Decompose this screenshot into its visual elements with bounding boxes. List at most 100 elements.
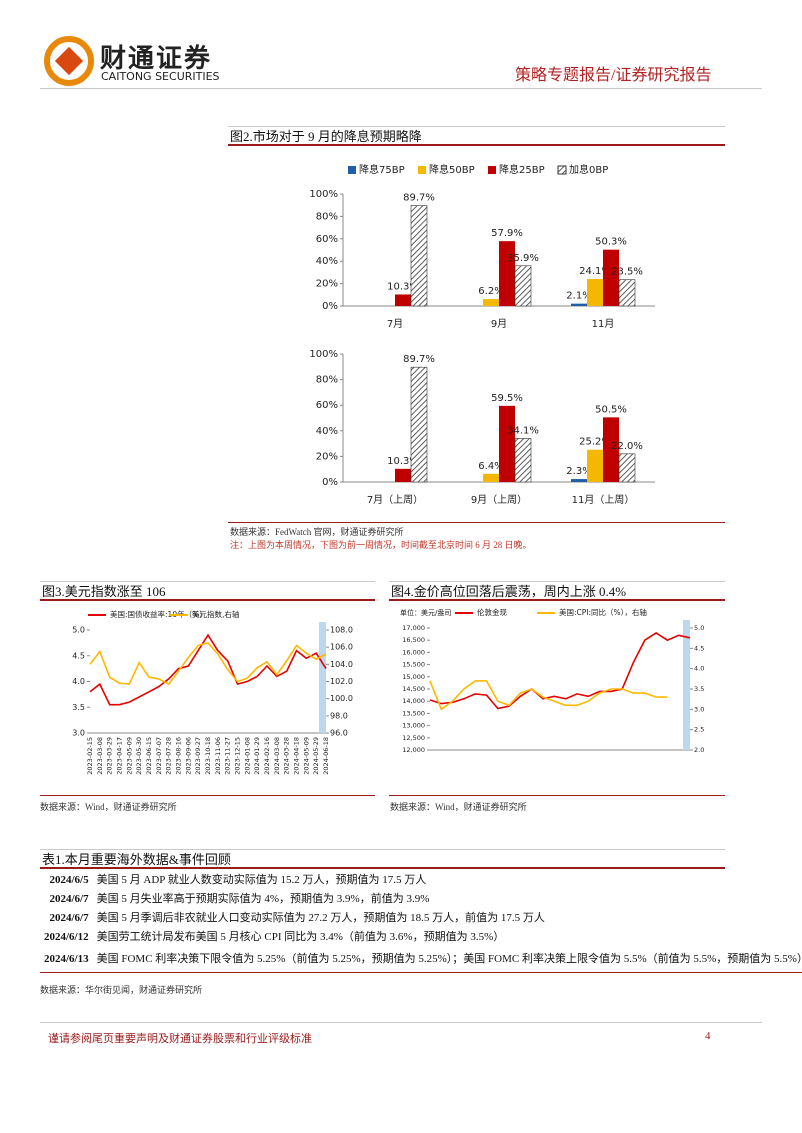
data-label: 22.0% [611, 441, 643, 452]
y-tick-label: 100% [309, 349, 338, 360]
data-label: 89.7% [403, 193, 435, 204]
bar [410, 366, 428, 483]
y-tick-label: 80% [316, 211, 338, 222]
y2-tick-label: 100.0 [330, 694, 353, 703]
y-tick-label: 15,000 [402, 673, 425, 681]
x-tick-label: 11月（上周） [572, 494, 635, 506]
x-tick-label: 2024-01-08 [243, 737, 251, 775]
legend-label: 美国:国债收益率:10年（%） [110, 609, 207, 619]
highlight-band [319, 622, 326, 733]
x-tick-label: 2023-06-15 [145, 737, 153, 775]
x-tick-label: 2023-05-09 [125, 737, 133, 775]
y-tick-label: 15,500 [402, 661, 425, 669]
logo-emblem [44, 36, 94, 86]
legend-label: 降息75BP [359, 163, 405, 176]
x-tick-label: 2023-12-15 [234, 737, 242, 775]
y2-tick-label: 2.0 [694, 746, 704, 754]
bar [395, 294, 411, 306]
x-tick-label: 2023-03-08 [96, 737, 104, 775]
table-row: 2024/6/5 美国 5 月 ADP 就业人数变动实际值为 15.2 万人，预期… [40, 870, 802, 889]
y-tick-label: 12,000 [402, 746, 425, 754]
figure-note: 注：上图为本周情况，下图为前一周情况，时间截至北京时间 6 月 28 日晚。 [230, 540, 532, 550]
bar [514, 265, 532, 307]
data-label: 89.7% [403, 354, 435, 365]
figure-source: 数据来源：Wind，财通证券研究所 [390, 802, 527, 812]
data-label: 24.1% [579, 266, 611, 277]
bar [587, 279, 603, 306]
logo-name: 财通证券 [100, 44, 213, 73]
y2-tick-label: 4.0 [694, 665, 704, 673]
data-label: 25.2% [579, 437, 611, 448]
data-label: 57.9% [491, 228, 523, 239]
table-row: 2024/6/13 美国 FOMC 利率决策下限令值为 5.25%（前值为 5.2… [40, 946, 802, 972]
x-tick-label: 2024-06-18 [322, 737, 330, 775]
y2-tick-label: 104.0 [330, 660, 353, 669]
date-cell: 2024/6/7 [49, 892, 89, 905]
date-cell: 2024/6/5 [49, 873, 89, 886]
legend-swatch [488, 166, 496, 174]
event-cell: 美国 FOMC 利率决策下限令值为 5.25%（前值为 5.25%，预期值为 5… [96, 952, 802, 965]
y-tick-label: 16,000 [402, 648, 425, 656]
data-label: 59.5% [491, 393, 523, 404]
table-title: 表1.本月重要海外数据&事件回顾 [40, 849, 725, 869]
page-number: 4 [705, 1030, 711, 1042]
table-row: 2024/6/7 美国 5 月季调后非农就业人口变动实际值为 27.2 万人，预期… [40, 908, 802, 927]
bar [514, 438, 532, 483]
figure-rule [389, 795, 725, 796]
y-tick-label: 80% [316, 375, 338, 386]
line-series [429, 680, 668, 711]
figure-title: 图2.市场对于 9 月的降息预期略降 [228, 126, 725, 146]
data-label: 10.3% [387, 456, 419, 467]
event-table: 2024/6/5 美国 5 月 ADP 就业人数变动实际值为 15.2 万人，预期… [40, 870, 802, 973]
logo-english: CAITONG SECURITIES [101, 70, 220, 83]
x-tick-label: 7月（上周） [367, 494, 423, 506]
y-tick-label: 13,000 [402, 722, 425, 730]
y2-tick-label: 96.0 [330, 729, 348, 738]
x-tick-label: 2023-05-30 [135, 737, 143, 775]
x-tick-label: 9月 [491, 318, 507, 330]
y-tick-label: 4.5 [72, 651, 85, 660]
y2-tick-label: 4.5 [694, 644, 704, 652]
line-series [429, 631, 691, 710]
legend-label: 美国:CPI:同比（%），右轴 [559, 607, 647, 617]
date-cell: 2024/6/12 [44, 930, 89, 943]
y2-tick-label: 102.0 [330, 677, 353, 686]
legend-label: 美元指数,右轴 [192, 609, 239, 619]
y-tick-label: 16,500 [402, 636, 425, 644]
y-tick-label: 60% [316, 234, 338, 245]
y-tick-label: 4.0 [72, 677, 85, 686]
x-tick-label: 2024-05-29 [312, 737, 320, 775]
figure-rule [228, 522, 725, 523]
event-cell: 美国 5 月失业率高于预期实际值为 4%，预期值为 3.9%，前值为 3.9% [96, 892, 430, 905]
legend-label: 加息0BP [569, 163, 608, 176]
bar [571, 479, 587, 482]
unit-label: 单位：美元/盎司 [400, 608, 451, 617]
footer-disclaimer: 谨请参阅尾页重要声明及财通证券股票和行业评级标准 [48, 1033, 312, 1045]
x-tick-label: 2023-11-27 [224, 737, 232, 775]
bar [603, 249, 619, 306]
data-label: 6.4% [478, 461, 503, 472]
event-cell: 美国 5 月季调后非农就业人口变动实际值为 27.2 万人，预期值为 18.5 … [96, 911, 545, 924]
header-rule [40, 88, 762, 89]
date-cell: 2024/6/7 [49, 911, 89, 924]
figure-title: 图4.金价高位回落后震荡，周内上涨 0.4% [389, 581, 725, 601]
bar [618, 279, 636, 307]
bar [499, 405, 515, 482]
y-tick-label: 12,500 [402, 734, 425, 742]
line-series [89, 633, 327, 706]
figure-rule [40, 795, 375, 796]
y-tick-label: 3.0 [72, 729, 85, 738]
y2-tick-label: 5.0 [694, 624, 704, 632]
report-type: 策略专题报告/证券研究报告 [515, 67, 712, 84]
y2-tick-label: 2.5 [694, 726, 704, 734]
y-tick-label: 3.5 [72, 703, 85, 712]
data-label: 2.3% [566, 466, 591, 477]
data-label: 34.1% [507, 425, 539, 436]
y-tick-label: 17,000 [402, 624, 425, 632]
x-tick-label: 2024-03-08 [273, 737, 281, 775]
legend-swatch [348, 166, 356, 174]
bar [483, 299, 499, 306]
x-tick-label: 2023-07-28 [165, 737, 173, 775]
